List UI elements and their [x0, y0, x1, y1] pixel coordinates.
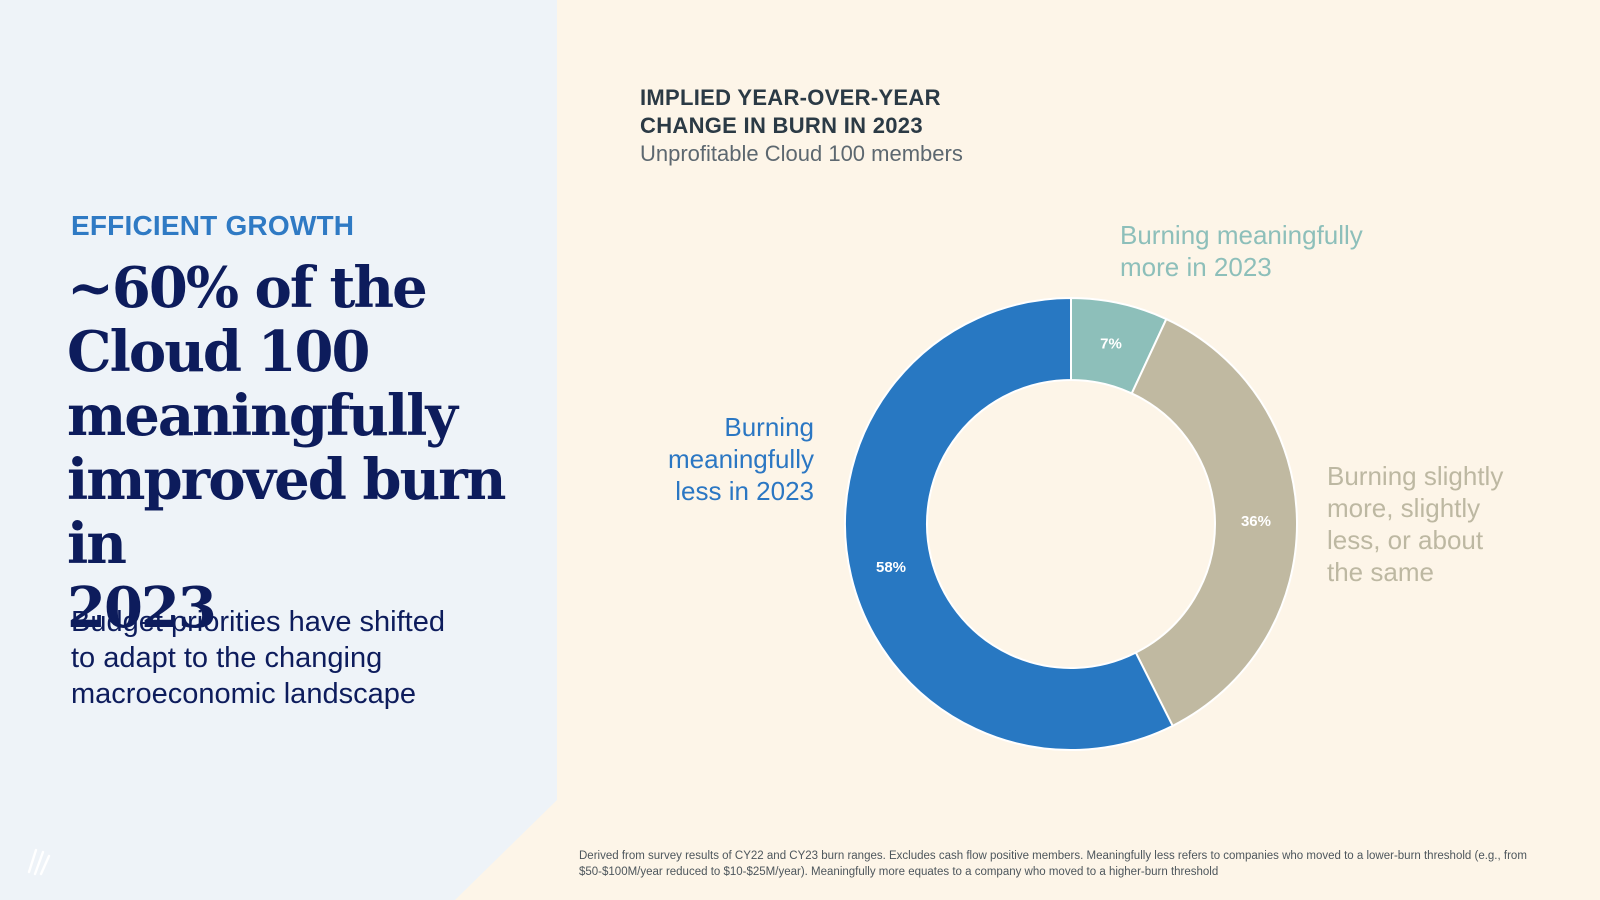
- subhead: Budget priorities have shifted to adapt …: [71, 604, 511, 712]
- callout-line: Burning: [724, 412, 814, 442]
- headline-line: improved burn in: [67, 447, 506, 577]
- slice-value-label: 7%: [1100, 335, 1122, 352]
- callout-line: Burning slightly: [1327, 461, 1504, 491]
- section-eyebrow: EFFICIENT GROWTH: [71, 210, 355, 241]
- callout-line: the same: [1327, 557, 1434, 587]
- callout-meaningfully-more: Burning meaningfully more in 2023: [1120, 219, 1363, 283]
- callout-line: less, or about: [1327, 525, 1484, 555]
- subhead-line: macroeconomic landscape: [71, 678, 416, 710]
- callout-line: more, slightly: [1327, 493, 1481, 523]
- callout-line: less in 2023: [675, 476, 814, 506]
- donut-slice: [844, 296, 1175, 751]
- headline: ~60% of the Cloud 100 meaningfully impro…: [67, 256, 557, 640]
- callout-line: meaningfully: [668, 444, 814, 474]
- callout-about-the-same: Burning slightly more, slightly less, or…: [1327, 460, 1503, 588]
- chart-title: IMPLIED YEAR-OVER-YEAR CHANGE IN BURN IN…: [640, 84, 941, 140]
- headline-line: meaningfully: [67, 383, 458, 449]
- callout-line: more in 2023: [1120, 252, 1272, 282]
- chart-title-line: CHANGE IN BURN IN 2023: [640, 113, 923, 138]
- chart-subtitle: Unprofitable Cloud 100 members: [640, 141, 963, 166]
- callout-line: Burning meaningfully: [1120, 220, 1363, 250]
- donut-slice: [1130, 317, 1298, 728]
- subhead-line: to adapt to the changing: [71, 642, 383, 674]
- callout-meaningfully-less: Burning meaningfully less in 2023: [614, 411, 814, 507]
- slice-value-label: 58%: [876, 559, 906, 576]
- headline-line: Cloud 100: [67, 319, 370, 385]
- headline-line: ~60% of the: [67, 255, 428, 321]
- chart-title-line: IMPLIED YEAR-OVER-YEAR: [640, 85, 941, 110]
- brand-logo-icon: [27, 848, 51, 876]
- headline-line: 2023: [67, 575, 217, 641]
- footnote: Derived from survey results of CY22 and …: [579, 850, 1527, 878]
- slice-value-label: 36%: [1241, 513, 1271, 530]
- subhead-line: Budget priorities have shifted: [71, 606, 445, 638]
